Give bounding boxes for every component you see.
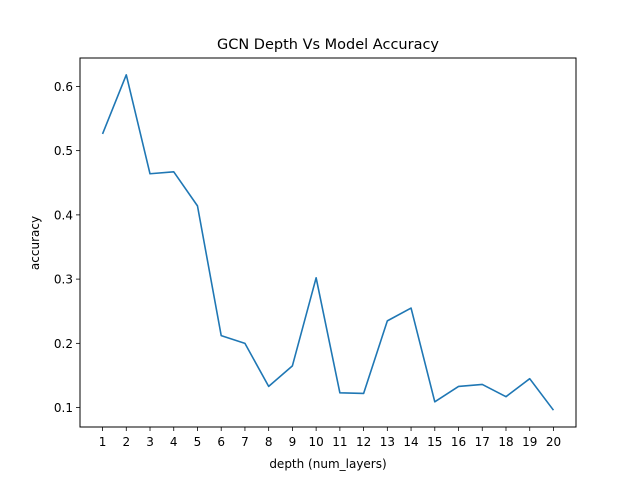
x-tick-label: 16	[451, 435, 466, 449]
x-tick-label: 5	[194, 435, 202, 449]
accuracy-line	[101, 74, 555, 411]
x-tick-label: 13	[380, 435, 395, 449]
x-tick-label: 12	[356, 435, 371, 449]
x-tick-label: 18	[498, 435, 513, 449]
y-axis-ticks: 0.1 0.2 0.3 0.4 0.5 0.6	[54, 80, 80, 415]
y-tick-label: 0.2	[54, 337, 73, 351]
y-tick-label: 0.1	[54, 401, 73, 415]
x-tick-label: 4	[170, 435, 178, 449]
y-tick-label: 0.4	[54, 208, 73, 222]
x-tick-label: 20	[546, 435, 561, 449]
x-tick-label: 11	[332, 435, 347, 449]
x-tick-label: 1	[99, 435, 107, 449]
x-tick-label: 14	[403, 435, 418, 449]
x-tick-label: 6	[217, 435, 225, 449]
x-tick-label: 15	[427, 435, 442, 449]
y-tick-label: 0.6	[54, 80, 73, 94]
x-tick-label: 17	[475, 435, 490, 449]
x-tick-label: 7	[241, 435, 249, 449]
y-axis-label: accuracy	[28, 216, 42, 270]
plot-area-frame	[79, 57, 577, 428]
x-tick-label: 8	[265, 435, 273, 449]
x-tick-label: 2	[122, 435, 130, 449]
y-tick-label: 0.3	[54, 273, 73, 287]
x-axis-label: depth (num_layers)	[269, 457, 386, 471]
x-axis-ticks: 1 2 3 4 5 6 7 8 9 10 11 12 13 14 15 16 17 18 19 20	[99, 427, 561, 449]
chart-title: GCN Depth Vs Model Accuracy	[217, 37, 439, 53]
x-tick-label: 9	[289, 435, 297, 449]
x-tick-label: 3	[146, 435, 154, 449]
y-tick-label: 0.5	[54, 144, 73, 158]
x-tick-label: 10	[308, 435, 323, 449]
x-tick-label: 19	[522, 435, 537, 449]
